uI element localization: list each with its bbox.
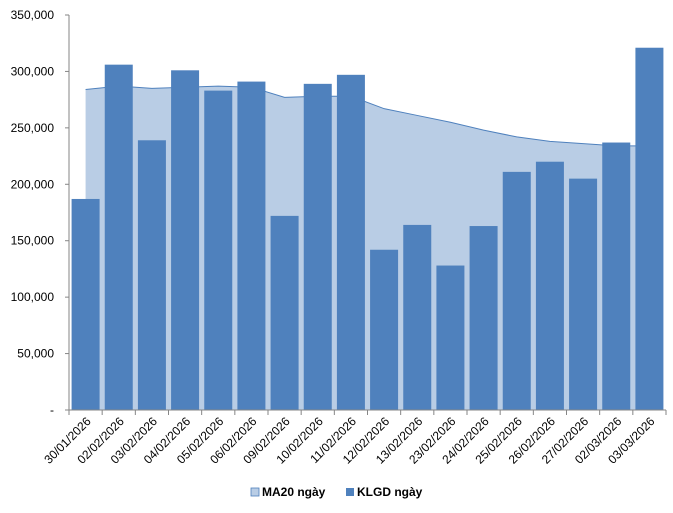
klgd-bar bbox=[104, 64, 133, 411]
y-tick-label: 250,000 bbox=[11, 121, 55, 135]
legend: MA20 ngày KLGD ngày bbox=[250, 485, 423, 499]
klgd-bar bbox=[204, 90, 233, 410]
klgd-bar bbox=[403, 224, 432, 410]
y-tick-label: 100,000 bbox=[11, 290, 55, 304]
y-tick-label: 300,000 bbox=[11, 64, 55, 78]
y-tick-label: 350,000 bbox=[11, 8, 55, 22]
klgd-bar bbox=[171, 70, 200, 411]
klgd-bar bbox=[436, 265, 465, 410]
legend-label-ma20: MA20 ngày bbox=[262, 485, 326, 499]
legend-swatch-klgd bbox=[346, 488, 354, 496]
klgd-bar bbox=[569, 178, 598, 410]
legend-swatch-ma20 bbox=[250, 487, 260, 497]
klgd-bar bbox=[635, 47, 664, 410]
y-tick-label: 200,000 bbox=[11, 177, 55, 191]
klgd-bar bbox=[602, 142, 631, 410]
klgd-bar bbox=[336, 74, 365, 411]
area-layer bbox=[85, 85, 650, 410]
klgd-bar bbox=[237, 81, 266, 410]
klgd-bar bbox=[502, 171, 531, 410]
klgd-bar bbox=[137, 140, 166, 410]
klgd-bar bbox=[370, 249, 399, 410]
bar-layer bbox=[71, 47, 664, 411]
legend-label-klgd: KLGD ngày bbox=[357, 485, 423, 499]
y-tick-label: 50,000 bbox=[17, 347, 54, 361]
klgd-bar bbox=[303, 83, 332, 410]
ma20-area bbox=[85, 86, 650, 410]
klgd-bar bbox=[71, 198, 100, 410]
klgd-bar bbox=[469, 226, 498, 410]
klgd-bar bbox=[270, 215, 299, 410]
klgd-bar bbox=[535, 161, 564, 410]
y-tick-label: - bbox=[50, 403, 54, 417]
y-tick-label: 150,000 bbox=[11, 234, 55, 248]
